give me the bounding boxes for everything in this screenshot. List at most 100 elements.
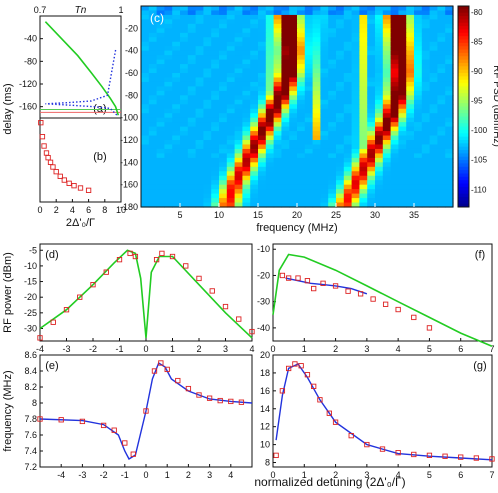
heatmap-cell xyxy=(234,28,243,34)
heatmap-cell xyxy=(141,95,150,101)
heatmap-cell xyxy=(336,19,345,25)
heatmap-cell xyxy=(343,180,353,186)
heatmap-cell xyxy=(195,68,204,74)
heatmap-cell xyxy=(281,202,290,208)
heatmap-cell xyxy=(148,157,158,163)
heatmap-cell xyxy=(195,59,204,65)
heatmap-cell xyxy=(406,50,415,56)
heatmap-cell xyxy=(367,32,376,38)
heatmap-cell xyxy=(351,73,360,79)
heatmap-cell xyxy=(375,202,384,208)
heatmap-cell xyxy=(172,95,181,101)
plot-frame xyxy=(39,15,122,119)
heatmap-cell xyxy=(203,122,212,128)
x-tick-label: 6 xyxy=(458,344,463,354)
heatmap-cell xyxy=(398,198,407,204)
heatmap-cell xyxy=(437,90,446,96)
heatmap-cell xyxy=(312,64,321,70)
heatmap-cell xyxy=(141,99,150,105)
heatmap-cell xyxy=(375,166,384,172)
heatmap-cell xyxy=(336,126,345,132)
heatmap-cell xyxy=(187,14,197,20)
heatmap-cell xyxy=(172,86,181,92)
heatmap-cell xyxy=(398,153,407,159)
heatmap-cell xyxy=(273,86,282,92)
heatmap-cell xyxy=(164,157,173,163)
heatmap-cell xyxy=(406,23,415,29)
heatmap-cell xyxy=(156,193,165,199)
heatmap-cell xyxy=(429,140,438,146)
heatmap-cell xyxy=(304,6,314,12)
heatmap-cell xyxy=(390,166,399,172)
heatmap-cell xyxy=(421,171,431,177)
heatmap-cell xyxy=(289,135,298,141)
heatmap-cell xyxy=(226,131,236,137)
x-tick-label: 0 xyxy=(37,205,42,215)
heatmap-cell xyxy=(375,28,384,34)
heatmap-cell xyxy=(219,157,228,163)
heatmap-cell xyxy=(359,19,368,25)
heatmap-cell xyxy=(414,131,423,137)
heatmap-cell xyxy=(367,86,376,92)
heatmap-cell xyxy=(421,126,431,132)
heatmap-cell xyxy=(187,113,197,119)
heatmap-cell xyxy=(390,144,399,150)
heatmap-cell xyxy=(211,193,220,199)
heatmap-cell xyxy=(367,184,376,190)
heatmap-cell xyxy=(414,37,423,43)
heatmap-cell xyxy=(297,202,306,208)
heatmap-cell xyxy=(141,32,150,38)
heatmap-cell xyxy=(343,144,353,150)
heatmap-cell xyxy=(203,162,212,168)
heatmap-cell xyxy=(421,166,431,172)
heatmap-cell xyxy=(148,171,158,177)
heatmap-cell xyxy=(429,113,438,119)
heatmap-cell xyxy=(390,140,399,146)
heatmap-cell xyxy=(367,140,376,146)
heatmap-cell xyxy=(320,68,329,74)
heatmap-cell xyxy=(406,171,415,177)
heatmap-cell xyxy=(226,64,236,70)
x-tick-label: -4 xyxy=(57,470,65,480)
heatmap-cell xyxy=(320,117,329,123)
heatmap-cell xyxy=(180,148,189,154)
y-tick-label: 18 xyxy=(260,368,270,378)
heatmap-cell xyxy=(328,73,337,79)
heatmap-cell xyxy=(148,37,158,43)
heatmap-cell xyxy=(351,153,360,159)
heatmap-cell xyxy=(258,81,267,87)
heatmap-cell xyxy=(382,140,392,146)
colorbar-tick-label: -105 xyxy=(471,156,488,165)
heatmap-cell xyxy=(250,126,259,132)
heatmap-cell xyxy=(375,32,384,38)
heatmap-cell xyxy=(187,135,197,141)
heatmap-cell xyxy=(156,14,165,20)
heatmap-cell xyxy=(406,140,415,146)
heatmap-cell xyxy=(164,55,173,61)
heatmap-cell xyxy=(351,148,360,154)
heatmap-cell xyxy=(359,113,368,119)
heatmap-cell xyxy=(336,108,345,114)
heatmap-cell xyxy=(390,104,399,110)
heatmap-cell xyxy=(265,144,275,150)
heatmap-cell xyxy=(351,55,360,61)
heatmap-cell xyxy=(156,55,165,61)
heatmap-cell xyxy=(343,140,353,146)
heatmap-cell xyxy=(226,135,236,141)
heatmap-cell xyxy=(211,122,220,128)
heatmap-cell xyxy=(211,131,220,137)
heatmap-cell xyxy=(250,86,259,92)
heatmap-cell xyxy=(375,55,384,61)
heatmap-cell xyxy=(156,162,165,168)
y-tick-label: -60 xyxy=(125,68,138,78)
heatmap-cell xyxy=(180,64,189,70)
heatmap-cell xyxy=(203,95,212,101)
heatmap-cell xyxy=(195,122,204,128)
heatmap-cell xyxy=(445,14,454,20)
data-point xyxy=(37,335,43,341)
data-point xyxy=(61,177,67,183)
heatmap-cell xyxy=(265,157,275,163)
x-tick-label: 6 xyxy=(458,470,463,480)
heatmap-cell xyxy=(328,108,337,114)
heatmap-cell xyxy=(343,73,353,79)
